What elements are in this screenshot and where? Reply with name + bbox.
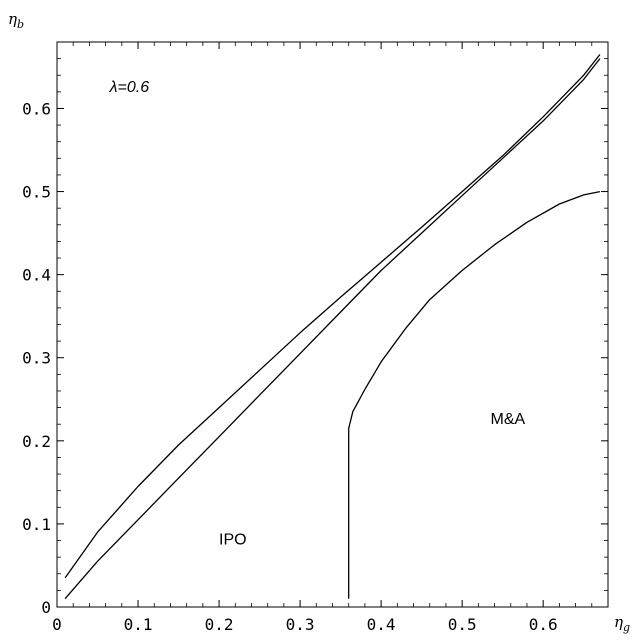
x-axis-label: ηg — [614, 613, 630, 634]
y-tick-label: 0.5 — [22, 183, 51, 202]
ticks-layer: 0 0.1 0.2 0.3 0.4 0.5 0.6 0 0.1 0.2 0.3 0.4 0.5 0.6 — [22, 41, 609, 634]
y-tick-label: 0.2 — [22, 432, 51, 451]
x-tick-label: 0.1 — [124, 615, 153, 634]
annotation-label: M&A — [491, 411, 526, 428]
x-tick-label: 0.3 — [286, 615, 315, 634]
annotations-layer: λ=0.6 IPO M&A — [109, 79, 526, 549]
svg-text:ηg: ηg — [614, 613, 630, 634]
series-line-2 — [64, 58, 601, 600]
y-tick-label: 0 — [41, 598, 51, 617]
x-tick-label: 0.4 — [367, 615, 396, 634]
plot-frame — [56, 41, 609, 608]
x-tick-label: 0.5 — [448, 615, 477, 634]
svg-text:ηb: ηb — [8, 10, 24, 31]
series-line-3 — [348, 190, 601, 599]
x-tick-label: 0 — [52, 615, 62, 634]
y-axis-label: ηb — [8, 10, 24, 31]
y-tick-label: 0.4 — [22, 266, 51, 285]
series-line-1 — [64, 54, 601, 579]
x-tick-label: 0.6 — [529, 615, 558, 634]
curves-layer — [64, 54, 601, 600]
y-tick-label: 0.6 — [22, 99, 51, 118]
y-tick-label: 0.3 — [22, 349, 51, 368]
x-tick-label: 0.2 — [205, 615, 234, 634]
y-tick-label: 0.1 — [22, 515, 51, 534]
annotation-label: λ=0.6 — [109, 79, 150, 96]
annotation-label: IPO — [219, 532, 247, 549]
